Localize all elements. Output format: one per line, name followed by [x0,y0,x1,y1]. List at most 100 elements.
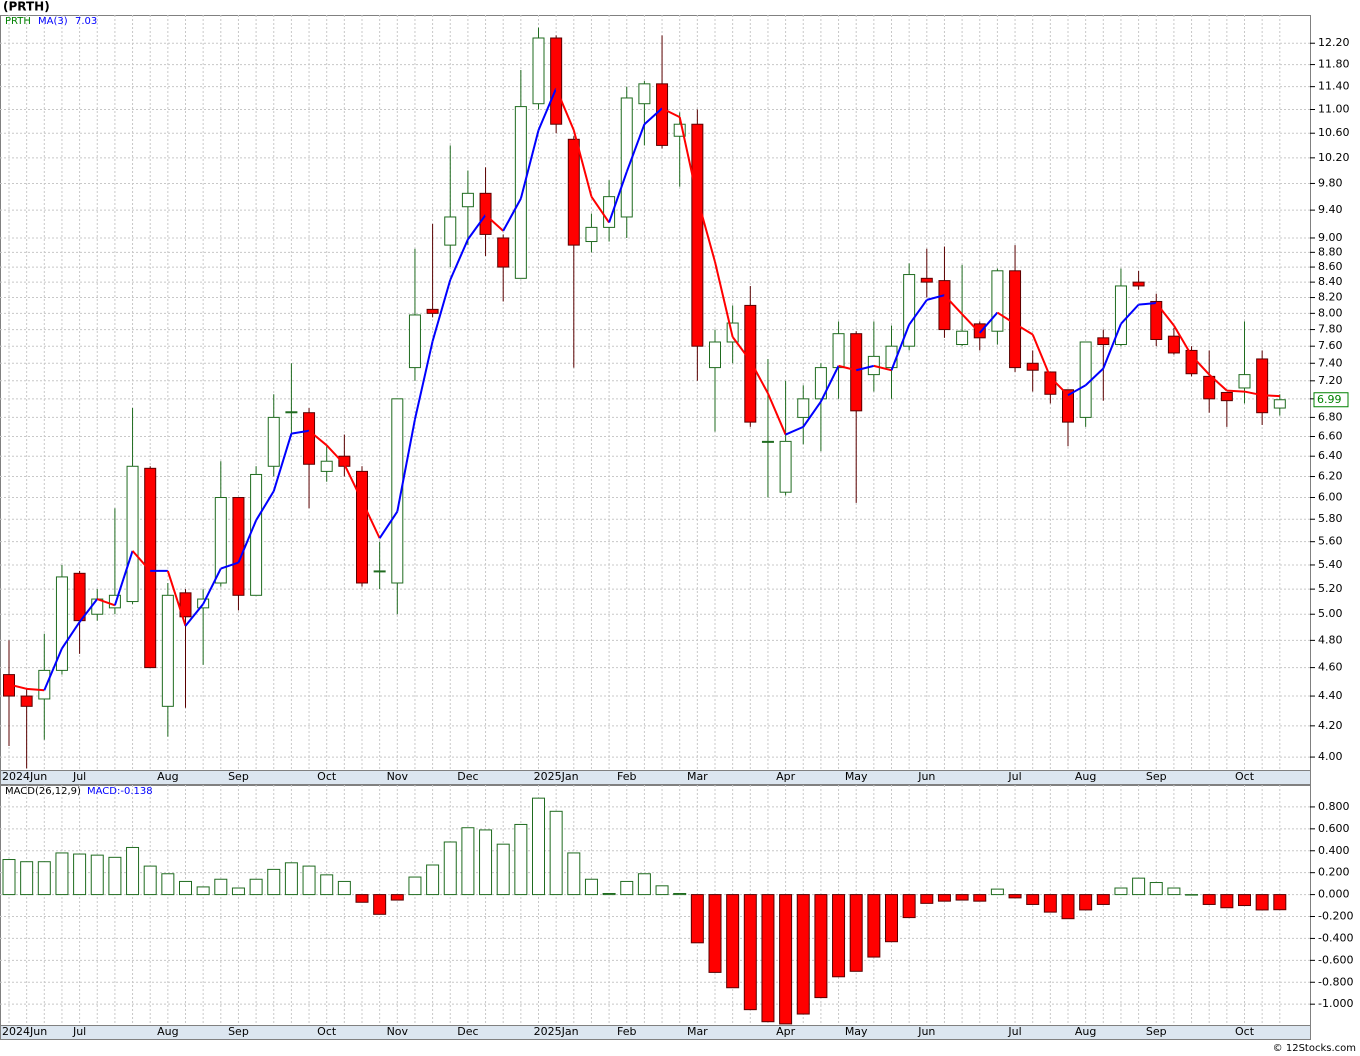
macd-bar [1167,887,1181,896]
macd-bar [37,861,51,896]
ma-line [1155,302,1175,327]
macd-bar [73,853,87,896]
macd-bar [284,862,298,896]
candle-body [444,216,457,246]
ma-line [1190,354,1210,376]
x-tick-label: Aug [157,1025,178,1038]
ma-line [378,510,399,539]
macd-bar [1149,882,1163,896]
x-tick-label: Sep [228,1025,249,1038]
candle-body [903,274,916,347]
y-tick-label: 6.60 [1318,430,1343,443]
macd-bar [408,876,422,896]
y-tick-label: 4.80 [1318,633,1343,646]
candle-body [532,37,545,105]
macd-bar [690,894,704,944]
ma-line [767,392,787,435]
ma-line [590,196,610,224]
candle-body [691,123,704,347]
macd-bar [20,861,34,896]
y-tick-label: 10.60 [1318,126,1350,139]
candle-body [956,330,969,346]
candle-body [779,440,792,493]
y-tick-label: 4.20 [1318,719,1343,732]
ma-line [61,621,81,649]
ma-line [467,214,487,240]
y-tick-label: 7.60 [1318,339,1343,352]
y-tick-label: 9.40 [1318,203,1343,216]
candle-body [656,83,669,146]
ma-line [749,360,769,394]
x-tick-label: Sep [1146,1025,1167,1038]
candle-body [250,473,263,596]
candle-body [55,576,68,671]
ma-line [996,311,1016,325]
legend-symbol: PRTH [5,16,31,27]
macd-bar [955,894,969,901]
ma-line [8,683,27,690]
legend-macd-value: MACD:-0.138 [87,786,153,797]
y-tick-label: -0.800 [1318,975,1353,988]
ma-line [978,311,999,334]
ma-line [855,364,875,372]
ma-line [237,519,258,563]
ma-line [1173,324,1193,357]
ma-line [802,401,822,428]
y-tick-label: 8.20 [1318,291,1343,304]
candle-body [303,412,316,465]
ma-line [537,87,558,131]
candle-body [867,355,880,376]
candle-body [550,37,563,125]
x-tick-label: Jun [917,770,935,783]
candle-body [179,592,192,618]
macd-bar [1008,894,1022,899]
x-tick-label: Oct [1235,770,1255,783]
x-tick-label: Jun [917,1025,935,1038]
macd-bar [849,894,863,972]
y-tick-label: 11.00 [1318,103,1350,116]
macd-bar [355,894,369,903]
candle-body [144,467,157,669]
macd-bar [1202,894,1216,905]
macd-bar [267,868,281,896]
macd-bar [143,865,157,896]
macd-bar [726,894,740,989]
x-tick-label: Nov [387,1025,409,1038]
candle-body [1167,335,1180,354]
candle-body [108,594,121,609]
y-tick-label: 0.400 [1318,844,1350,857]
candle-body [585,226,598,243]
candle-body [885,345,898,369]
candle-body [497,237,510,268]
price-panel [0,15,1311,771]
macd-bar [814,894,828,999]
macd-bar [514,823,528,896]
candle-body [426,308,439,314]
macd-bar [1255,894,1269,911]
y-tick-label: 10.20 [1318,151,1350,164]
candle-body [1273,399,1286,409]
candle-body [38,669,51,700]
y-tick-label: 4.60 [1318,661,1343,674]
ma-line [1014,322,1034,336]
macd-bar [920,894,934,904]
candle-body [797,398,810,418]
ma-line [1262,394,1280,398]
y-tick-label: 5.40 [1318,558,1343,571]
ma-line [43,648,63,691]
y-tick-label: 7.20 [1318,374,1343,387]
macd-bar [832,894,846,978]
y-tick-label: 9.00 [1318,231,1343,244]
y-tick-label: 7.40 [1318,356,1343,369]
macd-bar [461,827,475,896]
x-tick-label: Oct [317,770,337,783]
macd-bar [1043,894,1057,913]
macd-bar [479,829,493,896]
legend-ma-value: 7.03 [75,16,97,27]
candle-body [1256,358,1269,414]
last-price-label: 6.99 [1317,393,1342,406]
x-tick-label: Aug [1075,770,1096,783]
macd-bar [196,886,210,896]
ma-line [184,603,204,627]
